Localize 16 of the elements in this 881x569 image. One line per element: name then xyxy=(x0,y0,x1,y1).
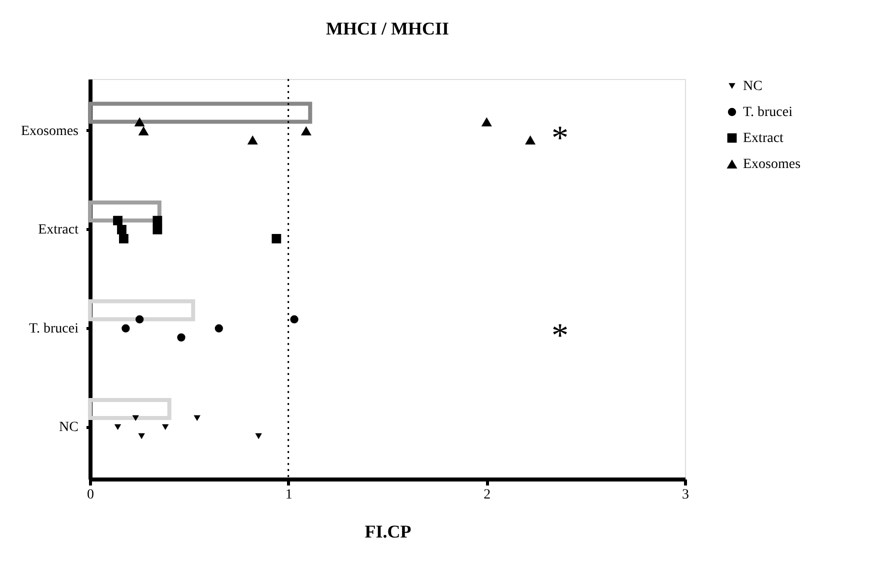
chart-title: MHCI / MHCII xyxy=(326,18,449,38)
x-tick-label: 3 xyxy=(682,488,689,502)
x-tick-label: 1 xyxy=(285,488,292,502)
y-tick-label: Extract xyxy=(38,222,79,238)
y-tick-label: NC xyxy=(59,420,78,436)
x-tick-label: 2 xyxy=(484,488,491,502)
y-tick-label: Exosomes xyxy=(20,124,78,139)
legend-label: NC xyxy=(743,79,762,94)
x-tick-label: 0 xyxy=(87,488,94,502)
legend-label: Extract xyxy=(743,131,784,146)
legend-label: T. brucei xyxy=(743,105,793,120)
annotation: * xyxy=(552,317,568,354)
legend-label: Exosomes xyxy=(743,157,801,172)
annotation: * xyxy=(552,120,568,157)
x-axis-title: FI.CP xyxy=(364,522,412,542)
y-tick-label: T. brucei xyxy=(29,321,79,336)
